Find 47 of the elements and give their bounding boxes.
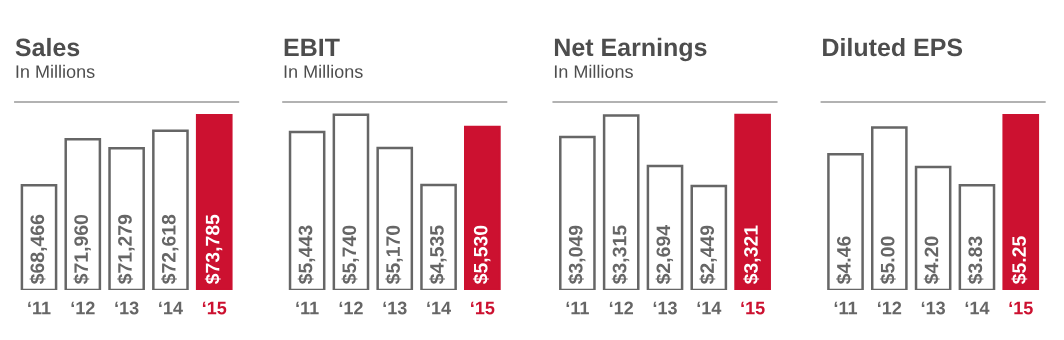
- chart-subtitle: In Millions: [16, 64, 95, 79]
- data-label: $71,279: [117, 214, 135, 285]
- x-tick-label: ‘13: [653, 301, 677, 315]
- x-tick-label: ‘12: [71, 301, 95, 315]
- data-label: $5.00: [879, 236, 896, 285]
- data-label: $3,315: [611, 225, 630, 285]
- x-tick-label: ‘12: [609, 301, 634, 315]
- x-tick-label: ‘15: [202, 301, 227, 315]
- data-label: $73,785: [204, 214, 223, 285]
- data-label: $68,466: [29, 214, 48, 285]
- x-tick-label: ‘11: [834, 301, 858, 315]
- data-label: $72,618: [161, 214, 179, 285]
- x-tick-label: ‘15: [741, 301, 765, 315]
- chart-title: EBIT: [284, 38, 340, 57]
- chart-subtitle: In Millions: [554, 64, 633, 79]
- data-label: $5,170: [385, 225, 403, 285]
- data-label: $3.83: [967, 236, 984, 285]
- data-label: $5,740: [341, 225, 359, 285]
- x-tick-label: ‘14: [159, 301, 183, 315]
- chart-title: Diluted EPS: [823, 37, 963, 57]
- data-label: $3,321: [743, 225, 761, 285]
- x-tick-label: ‘15: [1009, 301, 1033, 315]
- x-tick-label: ‘14: [427, 301, 452, 315]
- data-label: $5,443: [297, 225, 316, 285]
- data-label: $2,449: [699, 225, 717, 285]
- x-tick-label: ‘12: [339, 301, 363, 315]
- x-tick-label: ‘13: [383, 301, 407, 315]
- x-tick-label: ‘13: [921, 301, 946, 315]
- x-tick-label: ‘12: [877, 301, 902, 315]
- data-label: $4.20: [923, 236, 940, 285]
- data-label: $5,530: [472, 225, 491, 285]
- data-label: $3,049: [567, 225, 586, 285]
- x-tick-label: ‘11: [28, 301, 51, 315]
- data-label: $71,960: [73, 214, 91, 285]
- x-tick-label: ‘11: [296, 301, 319, 315]
- data-label: $4,535: [429, 225, 447, 285]
- chart-title: Net Earnings: [554, 37, 707, 62]
- chart-subtitle: In Millions: [284, 64, 363, 79]
- data-label: $2,694: [655, 225, 674, 285]
- x-tick-label: ‘14: [965, 301, 990, 315]
- data-label: $5.25: [1011, 236, 1028, 285]
- x-tick-label: ‘15: [471, 301, 495, 315]
- data-label: $4.46: [836, 236, 852, 285]
- x-tick-label: ‘13: [115, 301, 139, 315]
- x-tick-label: ‘14: [697, 301, 722, 315]
- x-tick-label: ‘11: [566, 301, 589, 315]
- chart-title: Sales: [15, 37, 80, 57]
